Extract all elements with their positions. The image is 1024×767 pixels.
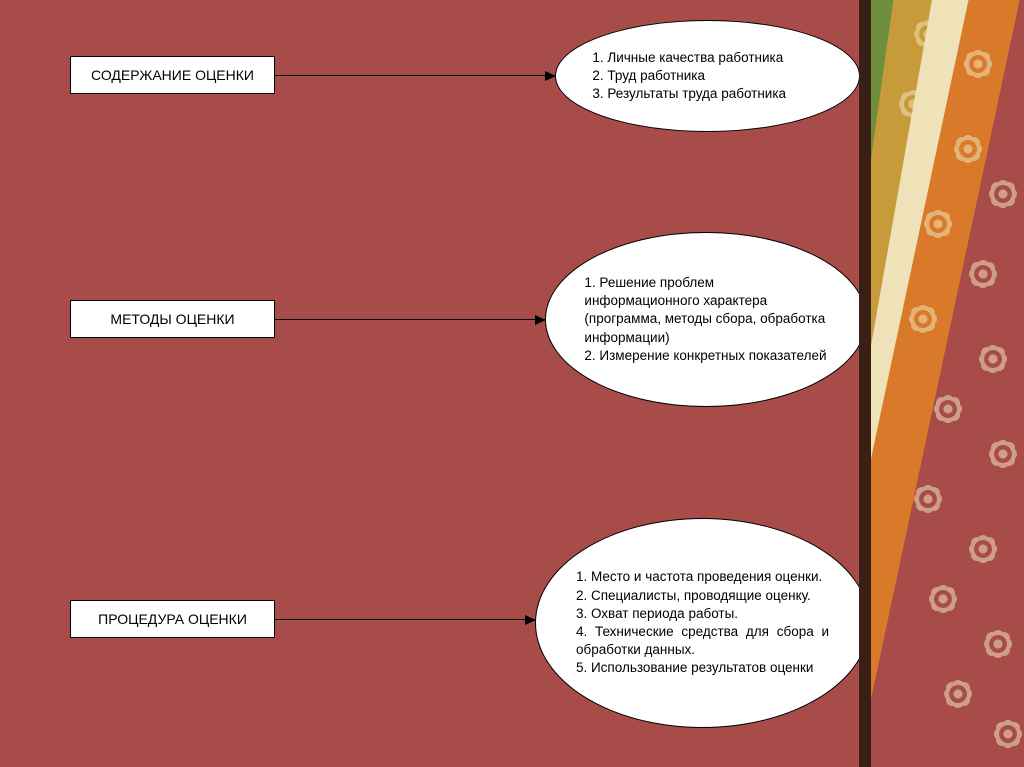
flower-icon xyxy=(984,350,1002,368)
flower-icon xyxy=(914,310,932,328)
flower-icon xyxy=(994,445,1012,463)
rect-procedure: ПРОЦЕДУРА ОЦЕНКИ xyxy=(70,600,275,638)
rect-methods: МЕТОДЫ ОЦЕНКИ xyxy=(70,300,275,338)
ellipse-methods: 1. Решение проблем информационного харак… xyxy=(545,232,867,407)
flower-icon xyxy=(974,540,992,558)
flower-icon xyxy=(969,55,987,73)
ellipse-content: 1. Личные качества работника 2. Труд раб… xyxy=(555,20,860,132)
flower-icon xyxy=(949,685,967,703)
flower-icon xyxy=(919,25,937,43)
arrow-procedure xyxy=(275,619,535,620)
ellipse-methods-text: 1. Решение проблем информационного харак… xyxy=(584,274,827,365)
ellipse-content-text: 1. Личные качества работника 2. Труд раб… xyxy=(592,49,822,104)
ellipse-procedure-text: 1. Место и частота проведения оценки. 2.… xyxy=(576,568,829,677)
banner-pole xyxy=(859,0,871,767)
flower-icon xyxy=(934,590,952,608)
flower-icon xyxy=(959,140,977,158)
flower-icon xyxy=(974,265,992,283)
rect-procedure-label: ПРОЦЕДУРА ОЦЕНКИ xyxy=(98,611,247,627)
flower-icon xyxy=(929,215,947,233)
arrow-methods xyxy=(275,319,545,320)
rect-content-label: СОДЕРЖАНИЕ ОЦЕНКИ xyxy=(91,67,254,83)
flower-icon xyxy=(989,635,1007,653)
slide: СОДЕРЖАНИЕ ОЦЕНКИ 1. Личные качества раб… xyxy=(0,0,1024,767)
rect-content: СОДЕРЖАНИЕ ОЦЕНКИ xyxy=(70,56,275,94)
flower-icon xyxy=(994,185,1012,203)
flower-icon xyxy=(919,490,937,508)
flower-icon xyxy=(939,400,957,418)
flower-icon xyxy=(999,725,1017,743)
flower-icon xyxy=(904,95,922,113)
decorative-banner xyxy=(859,0,1024,767)
rect-methods-label: МЕТОДЫ ОЦЕНКИ xyxy=(110,311,234,327)
arrow-content xyxy=(275,75,555,76)
ellipse-procedure: 1. Место и частота проведения оценки. 2.… xyxy=(535,518,870,728)
